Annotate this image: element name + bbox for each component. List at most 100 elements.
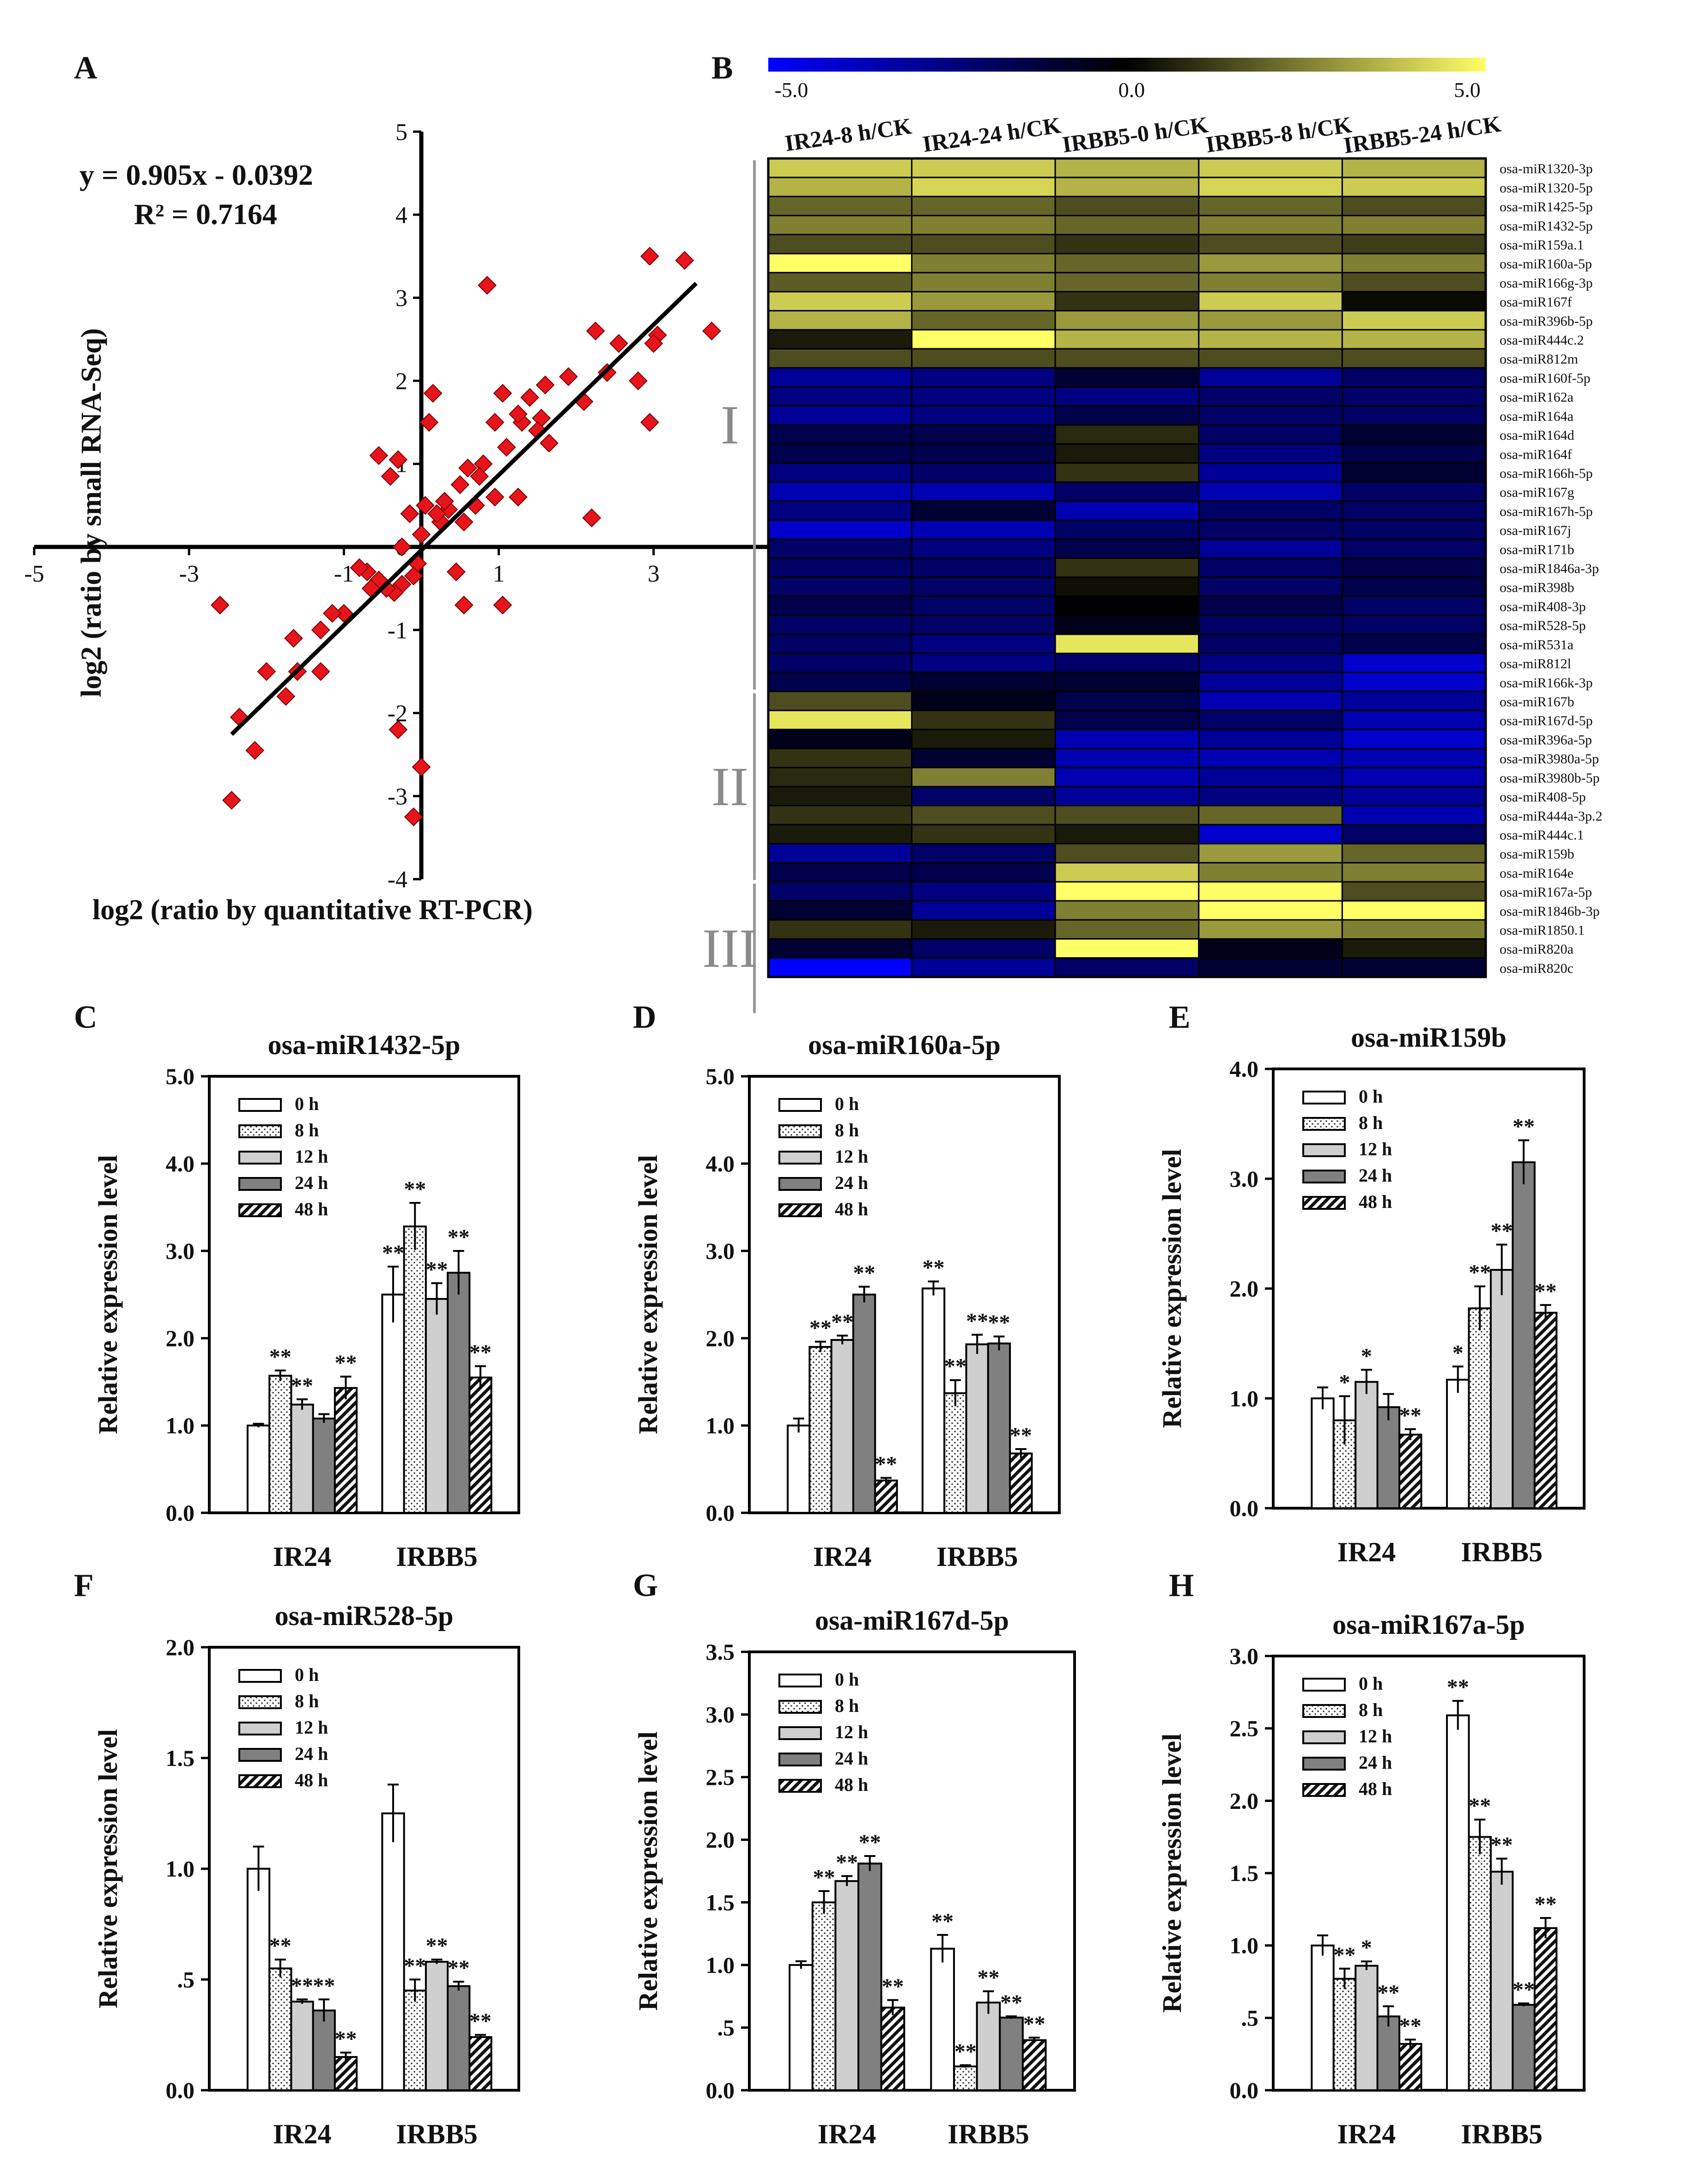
heatmap-cell — [911, 710, 1056, 730]
legend-label: 24 h — [295, 1172, 328, 1193]
row-label: osa-miR3980b-5p — [1500, 770, 1600, 786]
row-label: osa-miR531a — [1500, 637, 1574, 652]
y-tick-label: 2.0 — [706, 1325, 735, 1351]
bar — [425, 1960, 449, 2092]
legend-label: 12 h — [835, 1722, 868, 1742]
panel-letter-a: A — [74, 50, 97, 86]
row-label: osa-miR444c.2 — [1500, 333, 1584, 348]
heatmap-cell — [911, 747, 1056, 769]
heatmap-cell — [1054, 557, 1200, 578]
heatmap-cell — [1054, 767, 1200, 788]
bar — [1355, 1381, 1379, 1509]
row-label: osa-miR528-5p — [1500, 618, 1586, 633]
heatmap-cell — [911, 462, 1056, 483]
heatmap-cell — [1198, 710, 1343, 730]
legend-swatch — [238, 1098, 282, 1112]
heatmap-cell — [1054, 424, 1200, 445]
heatmap-cell — [1341, 710, 1487, 730]
x-category-label: IR24 — [273, 2119, 332, 2149]
heatmap-cell — [1054, 747, 1200, 769]
heatmap-cell — [1341, 691, 1487, 711]
row-label: osa-miR164d — [1500, 428, 1574, 443]
bar — [987, 1342, 1011, 1514]
heatmap-cell — [767, 595, 913, 616]
y-axis-label: Relative expression level — [93, 1729, 123, 2008]
group-label: III — [702, 917, 758, 979]
data-point — [493, 595, 512, 615]
y-tick-label: .5 — [717, 2014, 735, 2040]
heatmap-cell — [911, 595, 1056, 616]
bar — [811, 1901, 837, 2091]
row-label: osa-miR396a-5p — [1500, 732, 1592, 747]
heatmap-cell — [1198, 310, 1343, 331]
data-point — [210, 595, 230, 615]
row-label: osa-miR167d-5p — [1500, 713, 1593, 728]
panel-letter-g: G — [633, 1568, 658, 1603]
heatmap-cell — [1198, 234, 1343, 255]
bar-chart-c: 0.01.02.03.04.05.0******IR24**********IR… — [93, 1030, 520, 1572]
plot-frame — [208, 1075, 520, 1514]
panel-letter-e: E — [1169, 1000, 1191, 1035]
heatmap-cell — [911, 443, 1056, 464]
significance-mark: ** — [966, 1309, 988, 1333]
heatmap-cell — [911, 195, 1056, 217]
legend-swatch — [778, 1124, 822, 1138]
heatmap-cell — [1198, 938, 1343, 959]
row-label: osa-miR164f — [1500, 447, 1572, 462]
heatmap-cell — [911, 519, 1056, 540]
heatmap-cell — [1341, 843, 1487, 864]
heatmap-cell — [1198, 176, 1343, 197]
heatmap-cell — [1054, 652, 1200, 673]
panel-letter-c: C — [74, 1000, 97, 1035]
bar — [874, 1480, 898, 1514]
heatmap-cell — [1198, 424, 1343, 445]
bar — [1468, 1836, 1492, 2092]
x-category-label: IRBB5 — [1461, 1537, 1543, 1567]
heatmap-cell — [767, 253, 913, 273]
y-tick-label: 0.0 — [1230, 2077, 1259, 2103]
legend-label: 24 h — [1359, 1752, 1392, 1773]
significance-mark: ** — [944, 1354, 966, 1379]
heatmap-cell — [1341, 557, 1487, 578]
data-point — [311, 662, 330, 681]
significance-mark: ** — [836, 1850, 858, 1875]
heatmap-cell — [1198, 843, 1343, 864]
legend-label: 0 h — [1359, 1086, 1383, 1107]
heatmap-cell — [767, 195, 913, 217]
heatmap-cell — [767, 938, 913, 959]
heatmap-cell — [1341, 386, 1487, 407]
heatmap-cell — [1341, 500, 1487, 521]
heatmap-cell — [1198, 291, 1343, 312]
heatmap-cell — [767, 291, 913, 312]
heatmap-cell — [1341, 234, 1487, 255]
significance-mark: ** — [1513, 1978, 1535, 2002]
data-point — [423, 383, 443, 403]
legend-swatch — [238, 1748, 282, 1762]
bar — [290, 1403, 314, 1514]
plot-frame — [748, 1650, 1076, 2092]
legend-label: 24 h — [1359, 1165, 1392, 1186]
bar — [852, 1293, 876, 1514]
row-label: osa-miR167f — [1500, 295, 1572, 310]
colorbar-label: -5.0 — [775, 78, 808, 102]
x-category-label: IRBB5 — [936, 1541, 1018, 1572]
data-point — [322, 604, 342, 623]
heatmap-cell — [1198, 329, 1343, 350]
bar — [1332, 1978, 1357, 2092]
scatter-chart-a: -5-3-1135-4-3-2-1012345y = 0.905x - 0.03… — [24, 119, 814, 926]
y-tick-label: 0.0 — [706, 1500, 735, 1526]
legend-label: 0 h — [835, 1669, 859, 1690]
bar — [1512, 1161, 1536, 1509]
legend-label: 48 h — [295, 1199, 328, 1219]
legend-label: 48 h — [1359, 1191, 1392, 1212]
heatmap-frame — [767, 157, 1487, 978]
significance-mark: ** — [859, 1830, 881, 1855]
row-label: osa-miR1846b-3p — [1500, 904, 1600, 919]
heatmap-cell — [911, 557, 1056, 578]
heatmap-cell — [1198, 538, 1343, 559]
data-point — [415, 496, 435, 515]
y-tick-label: 1.0 — [1230, 1385, 1259, 1411]
significance-mark: ** — [404, 1953, 426, 1978]
legend-label: 8 h — [295, 1120, 319, 1141]
